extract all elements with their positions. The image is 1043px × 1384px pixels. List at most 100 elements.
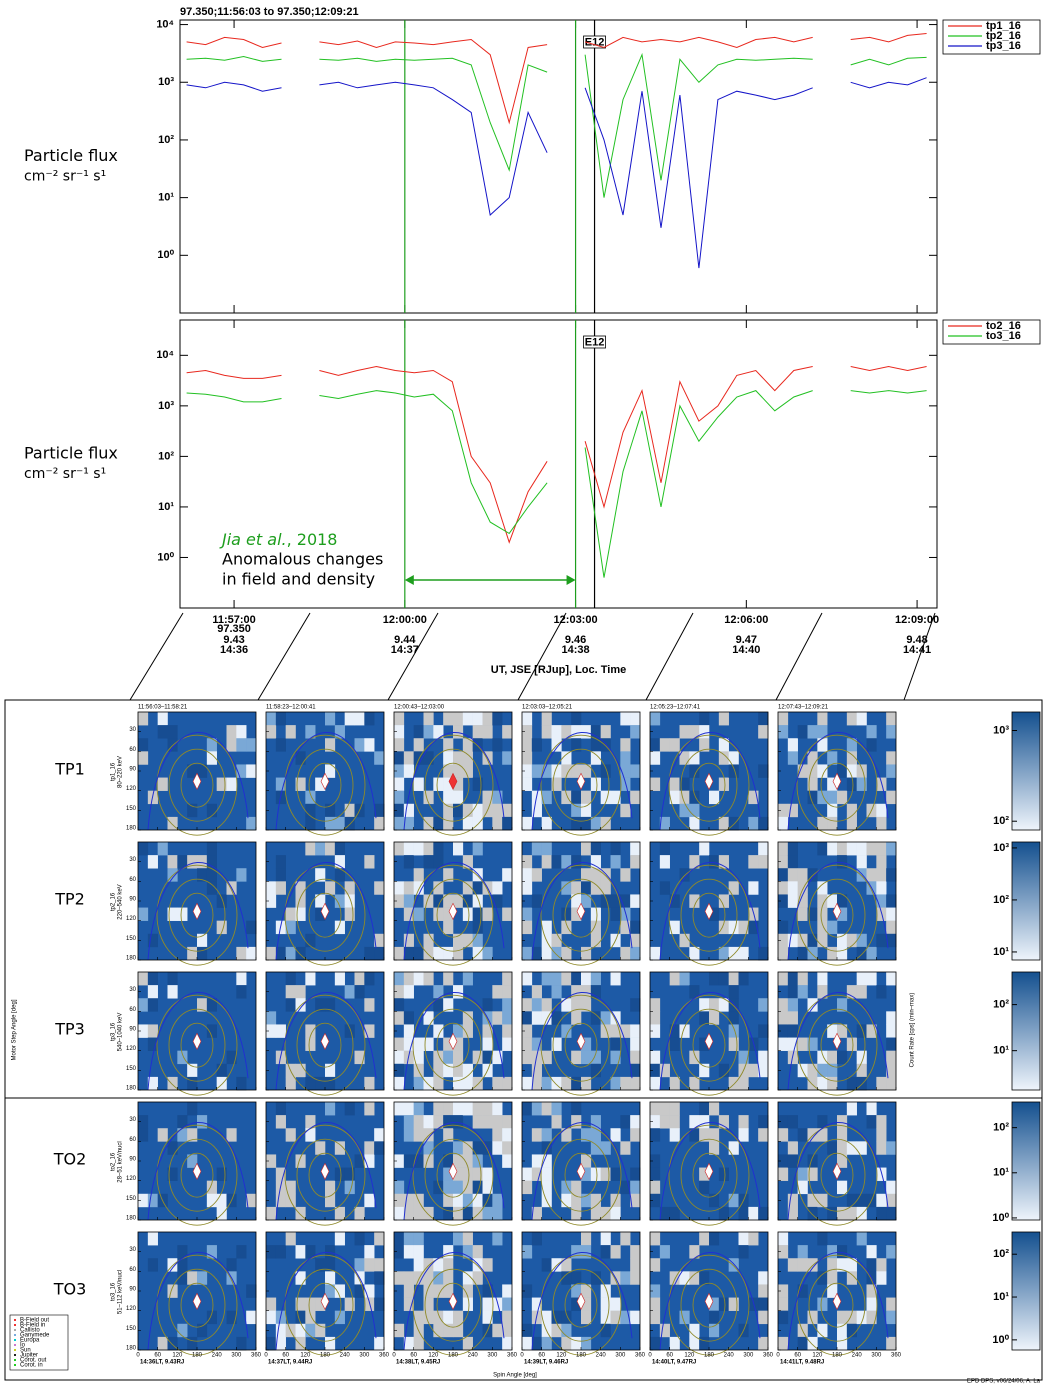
panel-cell — [531, 1154, 542, 1168]
panel-cell — [571, 894, 582, 908]
panel-cell — [610, 1297, 621, 1311]
panel-cell — [394, 894, 405, 908]
panel-cell — [541, 855, 552, 869]
panel-cell — [876, 1076, 887, 1091]
panel-cell — [876, 985, 887, 999]
panel-cell — [620, 777, 631, 791]
panel-cell — [581, 1167, 592, 1181]
panel-cell — [728, 1076, 739, 1091]
contour — [284, 994, 366, 1096]
field-curve — [403, 862, 505, 961]
panel-cell — [787, 881, 798, 895]
panel-cell — [551, 777, 562, 791]
panel-cell — [541, 1336, 552, 1351]
panel-cell — [738, 1245, 749, 1259]
panel-cell — [866, 1102, 877, 1116]
panel-cell — [305, 1297, 316, 1311]
panel-cell — [758, 998, 769, 1012]
panel-cell — [551, 764, 562, 778]
panel-cell — [551, 725, 562, 739]
panel-cell — [522, 946, 533, 961]
panel-cell — [206, 751, 217, 765]
panel-cell — [886, 1310, 897, 1325]
panel-cell — [522, 998, 533, 1012]
panel-cell — [866, 1245, 877, 1259]
panel-cell — [846, 1102, 857, 1116]
panel-cell — [630, 1037, 641, 1051]
panel-cell — [817, 1271, 828, 1285]
panel-cell — [718, 738, 729, 752]
row-name: TP2 — [54, 890, 85, 909]
panel-cell — [364, 738, 375, 752]
panel-cell — [817, 842, 828, 856]
pitch-x-tick-label: 360 — [635, 1353, 646, 1359]
panel-cell — [827, 842, 838, 856]
panel-cell — [502, 998, 513, 1012]
panel-cell — [551, 1115, 562, 1129]
field-curve — [659, 732, 761, 831]
panel-cell — [423, 1271, 434, 1285]
panel-cell — [482, 790, 493, 805]
panel-cell — [551, 1037, 562, 1051]
panel-cell — [216, 777, 227, 791]
panel-cell — [728, 1193, 739, 1208]
pitch-x-tick-label: 240 — [724, 1353, 735, 1359]
arrow-head — [566, 575, 576, 585]
panel-cell — [581, 764, 592, 778]
panel-cell — [531, 1128, 542, 1142]
pitch-legend-label: Corot. out — [20, 1358, 47, 1364]
panel-cell — [650, 1115, 661, 1129]
contour — [308, 1152, 342, 1198]
panel-cell — [630, 1024, 641, 1038]
panel-cell — [502, 868, 513, 882]
panel-cell — [305, 1076, 316, 1091]
panel-cell — [581, 1037, 592, 1051]
panel-cell — [305, 1128, 316, 1142]
panel-cell — [876, 803, 887, 818]
panel-cell — [167, 1336, 178, 1351]
panel-cell — [817, 712, 828, 726]
pitch-x-tick-label: 120 — [428, 1353, 439, 1359]
field-marker — [320, 1032, 330, 1051]
panel-cell — [315, 894, 326, 908]
panel-cell — [423, 1310, 434, 1325]
panel-cell — [650, 1050, 661, 1065]
panel-cell — [610, 1245, 621, 1259]
panel-cell — [561, 1323, 572, 1338]
panel-cell — [206, 803, 217, 818]
panel-cell — [472, 1193, 483, 1208]
panel-cell — [482, 1037, 493, 1051]
panel-cell — [817, 764, 828, 778]
panel-cell — [590, 855, 601, 869]
panel-cell — [462, 855, 473, 869]
panel-cell — [403, 1232, 414, 1246]
panel-cell — [807, 751, 818, 765]
panel-cell — [266, 1011, 277, 1025]
panel-cell — [394, 1102, 405, 1116]
panel-cell — [797, 1037, 808, 1051]
panel-cell — [334, 1141, 345, 1155]
panel-cell — [718, 1063, 729, 1078]
pitch-x-tick-label: 60 — [410, 1353, 417, 1359]
pitch-x-tick-label: 0 — [648, 1353, 652, 1359]
pitch-panel — [777, 841, 897, 966]
panel-cell — [305, 816, 316, 831]
pitch-panel — [265, 1101, 385, 1226]
pitch-panel — [137, 711, 257, 836]
panel-cell — [197, 1271, 208, 1285]
panel-cell — [709, 972, 720, 986]
panel-cell — [502, 1323, 513, 1338]
panel-cell — [728, 1011, 739, 1025]
panel-cell — [709, 998, 720, 1012]
panel-cell — [295, 1323, 306, 1338]
panel-cell — [807, 1336, 818, 1351]
contour — [296, 1138, 354, 1212]
panel-cell — [531, 868, 542, 882]
panel-cell — [266, 1245, 277, 1259]
panel-cell — [600, 1141, 611, 1155]
panel-cell — [462, 1206, 473, 1221]
panel-cell — [531, 946, 542, 961]
panel-cell — [266, 1336, 277, 1351]
contour — [156, 734, 238, 836]
